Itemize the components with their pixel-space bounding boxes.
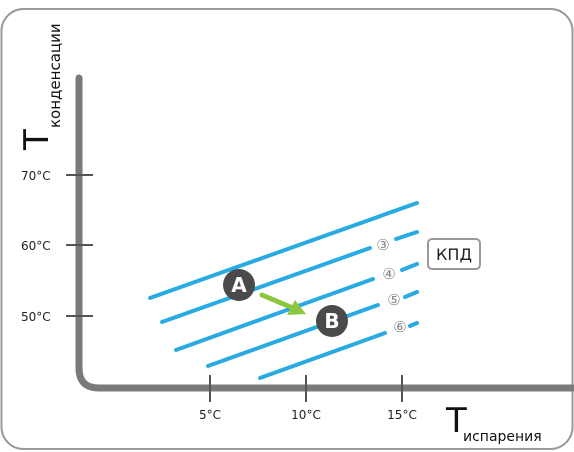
efficiency-line-4b: [403, 290, 419, 299]
x-axis-subscript: испарения: [463, 429, 542, 445]
x-tick-label-5: 5°C: [199, 408, 221, 422]
point-b-label: B: [324, 309, 339, 333]
efficiency-label-5: ⑤: [387, 291, 400, 309]
transition-arrow-head: [287, 300, 306, 315]
efficiency-label-3: ③: [376, 236, 389, 254]
diagram-frame: [0, 8, 574, 450]
point-b-marker: [316, 305, 348, 337]
kpd-label: КПД: [436, 245, 472, 264]
efficiency-line-4: [206, 303, 380, 368]
y-tick-label-60: 60°C: [21, 239, 51, 253]
efficiency-line-5b: [408, 321, 419, 328]
x-tick-label-15: 15°C: [387, 408, 417, 422]
efficiency-line-2b: [394, 230, 419, 241]
efficiency-label-6: ⑥: [393, 318, 406, 336]
y-axis-title: T конденсации: [17, 23, 64, 151]
efficiency-line-3: [174, 277, 375, 352]
y-tick-label-70: 70°C: [21, 169, 51, 183]
transition-arrow-shaft: [259, 292, 296, 311]
point-a-marker: [223, 269, 255, 301]
axes-line: [75, 74, 574, 392]
x-tick-label-10: 10°C: [291, 408, 321, 422]
kpd-box: [427, 238, 481, 270]
efficiency-line-5: [258, 331, 387, 380]
efficiency-line-1: [148, 201, 419, 300]
y-tick-label-50: 50°C: [21, 310, 51, 324]
point-a-label: A: [231, 273, 247, 297]
x-axis-symbol: T: [445, 401, 467, 441]
efficiency-line-3b: [400, 262, 419, 272]
y-axis-symbol: T: [17, 129, 57, 151]
efficiency-line-2: [160, 246, 372, 324]
y-axis-subscript: конденсации: [46, 23, 64, 128]
efficiency-label-4: ④: [382, 265, 395, 283]
